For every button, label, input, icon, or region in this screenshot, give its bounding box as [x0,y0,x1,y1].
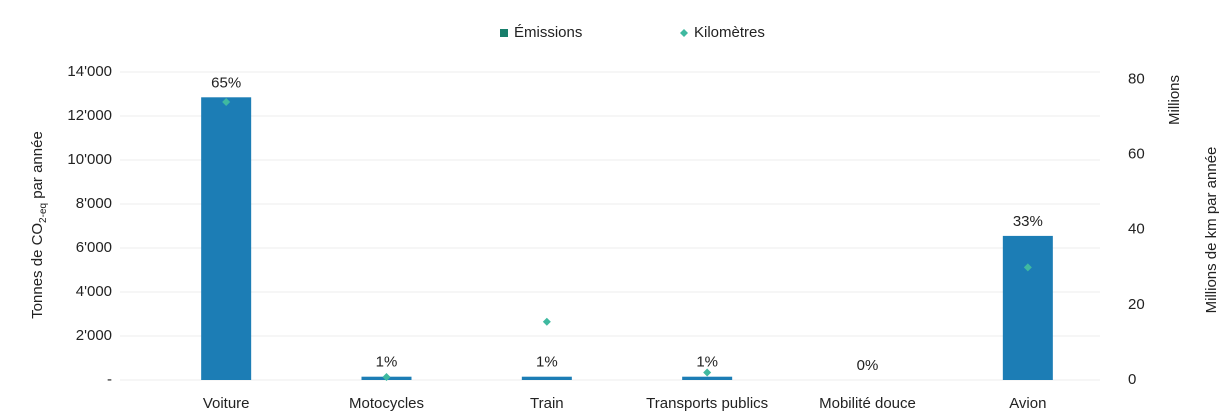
marker [703,368,712,377]
y-tick-label: 10'000 [67,151,112,168]
y-tick-label: 2'000 [76,327,112,344]
legend-label: Kilomètres [694,24,765,41]
annotation: 0% [857,357,879,374]
y2-tick-label: 0 [1128,371,1136,388]
x-tick-label: Voiture [203,395,250,412]
bar [201,97,252,381]
annotation: 33% [1013,213,1043,230]
x-tick-label: Mobilité douce [819,395,916,412]
bar [521,376,572,380]
marker [542,317,551,326]
x-tick-label: Motocycles [349,395,424,412]
legend-label: Émissions [514,24,582,41]
marker [382,372,391,381]
y2-unit: Millions [1166,75,1183,125]
y-axis-title: Tonnes de CO2-eq par année [29,131,49,319]
annotation: 1% [376,354,398,371]
x-tick-label: Train [530,395,564,412]
y-axis-title-sub: 2-eq [38,203,49,223]
marker [1023,263,1032,272]
y2-tick-label: 40 [1128,221,1145,238]
y2-axis-title: Millions de km par année [1203,147,1220,314]
x-tick-label: Transports publics [646,395,768,412]
bar [682,376,733,380]
marker [222,98,231,107]
y-tick-label: - [107,371,112,388]
annotation: 65% [211,74,241,91]
annotation: 1% [696,354,718,371]
y-axis-title-part: Tonnes de CO [29,223,46,319]
y-tick-label: 6'000 [76,239,112,256]
legend-swatch [680,29,688,37]
y-tick-label: 4'000 [76,283,112,300]
y-tick-label: 14'000 [67,63,112,80]
bar [1002,235,1053,380]
annotation: 1% [536,354,558,371]
y2-tick-label: 20 [1128,296,1145,313]
legend-swatch [500,29,508,37]
y-axis-title-part: par année [29,131,46,203]
y-tick-label: 8'000 [76,195,112,212]
y-tick-label: 12'000 [67,107,112,124]
y2-tick-label: 60 [1128,146,1145,163]
y2-tick-label: 80 [1128,70,1145,87]
x-tick-label: Avion [1009,395,1046,412]
